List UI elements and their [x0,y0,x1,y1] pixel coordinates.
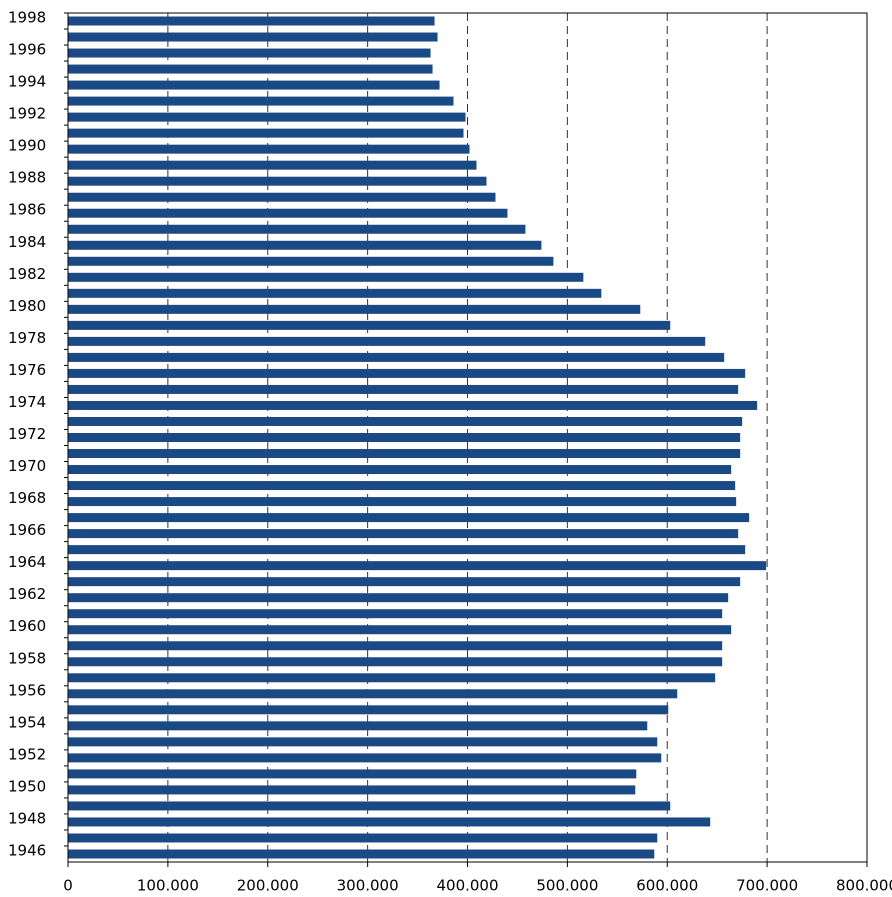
y-tick-label: 1956 [8,681,46,699]
bar [68,368,746,378]
bar [68,160,477,170]
bar [68,192,496,202]
bar [68,80,440,90]
bar [68,721,648,731]
bar [68,400,758,410]
bar [68,48,431,58]
y-tick-label: 1958 [8,649,46,667]
plot-frame [67,12,868,863]
bar [68,817,711,827]
bar [68,304,641,314]
y-tick-label: 1968 [8,489,46,507]
bar [68,481,736,491]
bar [68,240,542,250]
y-tick-label: 1992 [8,105,46,123]
x-tick-label: 200.000 [237,877,299,895]
x-tick-label: 300.000 [337,877,399,895]
bar [68,497,737,507]
y-tick-label: 1954 [8,713,46,731]
y-tick-label: 1980 [8,297,46,315]
y-tick-label: 1964 [8,553,46,571]
bar [68,465,732,475]
y-tick-label: 1984 [8,233,46,251]
x-tick-label: 700.000 [736,877,798,895]
bar [68,16,435,26]
bar [68,384,739,394]
bar [68,272,584,282]
bar [68,288,602,298]
y-tick-label: 1998 [8,9,46,27]
bar [68,256,554,266]
bar [68,737,658,747]
bar [68,753,662,763]
bar [68,609,723,619]
y-tick-label: 1988 [8,169,46,187]
y-tick-label: 1960 [8,617,46,635]
bar [68,513,750,523]
y-tick-label: 1962 [8,585,46,603]
bar [68,801,671,811]
bar [68,336,706,346]
bar [68,769,637,779]
y-tick-label: 1978 [8,329,46,347]
y-tick-label: 1986 [8,201,46,219]
x-tick-label: 500.000 [536,877,598,895]
bar [68,577,741,587]
y-tick-label: 1994 [8,73,46,91]
bar [68,320,671,330]
bar [68,64,433,74]
bar [68,224,526,234]
bar [68,593,729,603]
y-tick-label: 1950 [8,777,46,795]
bar [68,545,746,555]
bar [68,673,716,683]
bar [68,657,723,667]
bar [68,449,741,459]
bar [68,529,739,539]
x-tick-label: 800.000 [836,877,892,895]
x-tick-label: 400.000 [436,877,498,895]
bar [68,144,470,154]
y-tick-label: 1990 [8,137,46,155]
bar [68,625,732,635]
bar [68,176,487,186]
y-tick-label: 1966 [8,521,46,539]
x-tick-label: 100.000 [137,877,199,895]
y-tick-label: 1948 [8,809,46,827]
bar [68,112,466,122]
bar [68,641,723,651]
bar [68,433,741,442]
bar [68,561,767,571]
bar [68,128,464,138]
y-tick-label: 1972 [8,425,46,443]
bar [68,352,725,362]
y-tick-label: 1970 [8,457,46,475]
bar [68,689,678,699]
bar [68,208,508,218]
bar [68,705,669,715]
bar [68,96,454,106]
x-tick-label: 0 [63,877,73,895]
bar [68,785,636,795]
bar [68,849,655,859]
y-tick-label: 1976 [8,361,46,379]
y-tick-label: 1982 [8,265,46,283]
bar [68,32,438,42]
y-tick-label: 1996 [8,41,46,59]
x-tick-label: 600.000 [636,877,698,895]
bar [68,833,658,843]
y-tick-label: 1952 [8,745,46,763]
bar [68,416,743,426]
y-tick-label: 1946 [8,841,46,859]
y-tick-label: 1974 [8,393,46,411]
